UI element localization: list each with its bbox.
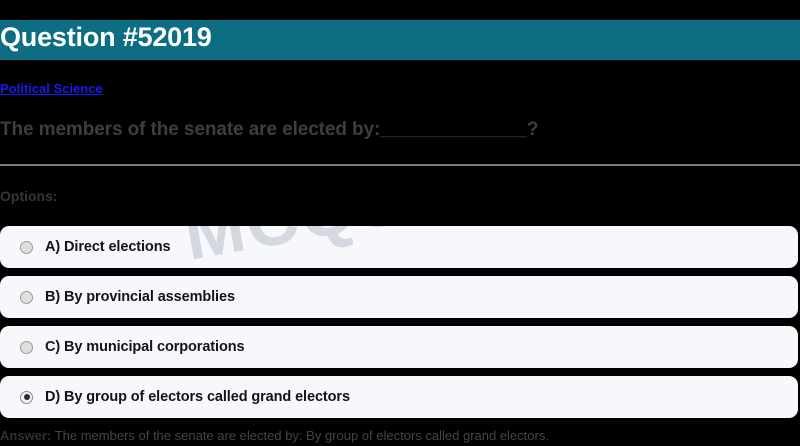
question-header-bar: Question #52019 <box>0 20 800 60</box>
radio-icon-selected[interactable] <box>20 390 33 404</box>
page-title: Question #52019 <box>0 22 212 52</box>
option-label: D) By group of electors called grand ele… <box>45 389 350 405</box>
question-prefix: The members of the senate are elected by… <box>0 119 381 140</box>
section-divider <box>0 164 800 166</box>
option-label: B) By provincial assemblies <box>45 289 235 305</box>
radio-icon[interactable] <box>20 290 33 304</box>
answer-label: Answer: <box>0 428 52 443</box>
question-statement: The members of the senate are elected by… <box>0 119 538 141</box>
option-row-b[interactable]: B) By provincial assemblies <box>0 276 798 318</box>
option-row-a[interactable]: A) Direct elections <box>0 226 798 268</box>
answer-line: Answer: The members of the senate are el… <box>0 428 549 443</box>
option-row-c[interactable]: C) By municipal corporations <box>0 326 798 368</box>
category-link[interactable]: Political Science <box>0 81 103 96</box>
option-row-d[interactable]: D) By group of electors called grand ele… <box>0 376 798 418</box>
options-label: Options: <box>0 188 58 204</box>
option-label: C) By municipal corporations <box>45 339 245 355</box>
question-suffix: ? <box>526 119 539 140</box>
radio-icon[interactable] <box>20 340 33 354</box>
option-label: A) Direct elections <box>45 239 171 255</box>
radio-icon[interactable] <box>20 240 33 254</box>
answer-value: The members of the senate are elected by… <box>54 428 549 443</box>
question-blank: ______________ <box>380 119 527 140</box>
options-list: A) Direct elections B) By provincial ass… <box>0 226 800 426</box>
